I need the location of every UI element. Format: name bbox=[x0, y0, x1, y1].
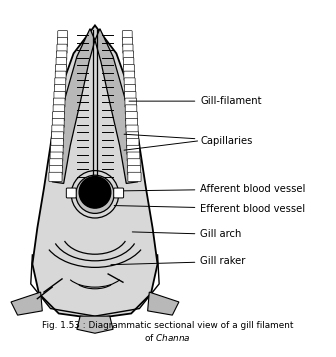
FancyBboxPatch shape bbox=[54, 91, 65, 101]
FancyBboxPatch shape bbox=[124, 71, 135, 80]
Polygon shape bbox=[32, 25, 158, 318]
FancyBboxPatch shape bbox=[127, 152, 140, 161]
FancyBboxPatch shape bbox=[49, 166, 62, 175]
Text: Gill arch: Gill arch bbox=[132, 230, 242, 240]
FancyBboxPatch shape bbox=[125, 91, 136, 101]
FancyBboxPatch shape bbox=[57, 44, 67, 54]
Text: Gill raker: Gill raker bbox=[111, 256, 246, 266]
FancyBboxPatch shape bbox=[127, 145, 139, 155]
Polygon shape bbox=[11, 292, 42, 315]
FancyBboxPatch shape bbox=[128, 172, 141, 181]
FancyBboxPatch shape bbox=[55, 78, 66, 87]
Text: Capillaries: Capillaries bbox=[124, 134, 253, 146]
Text: Fig. 1.53 : Diagrammatic sectional view of a gill filament: Fig. 1.53 : Diagrammatic sectional view … bbox=[42, 321, 293, 330]
FancyBboxPatch shape bbox=[50, 152, 63, 161]
FancyBboxPatch shape bbox=[52, 118, 64, 127]
Polygon shape bbox=[95, 29, 138, 183]
FancyBboxPatch shape bbox=[126, 118, 138, 127]
FancyBboxPatch shape bbox=[125, 112, 137, 121]
FancyBboxPatch shape bbox=[125, 105, 137, 114]
Text: Afferent blood vessel: Afferent blood vessel bbox=[114, 184, 306, 194]
FancyBboxPatch shape bbox=[53, 105, 65, 114]
FancyBboxPatch shape bbox=[124, 64, 134, 74]
FancyBboxPatch shape bbox=[122, 31, 132, 40]
FancyBboxPatch shape bbox=[66, 188, 76, 198]
FancyBboxPatch shape bbox=[126, 125, 138, 134]
Text: of $\it{Channa}$: of $\it{Channa}$ bbox=[144, 332, 191, 343]
FancyBboxPatch shape bbox=[128, 166, 141, 175]
FancyBboxPatch shape bbox=[54, 85, 66, 94]
Circle shape bbox=[81, 178, 110, 207]
FancyBboxPatch shape bbox=[114, 188, 124, 198]
FancyBboxPatch shape bbox=[50, 159, 62, 168]
Polygon shape bbox=[148, 292, 179, 315]
FancyBboxPatch shape bbox=[124, 85, 135, 94]
FancyBboxPatch shape bbox=[56, 64, 66, 74]
FancyBboxPatch shape bbox=[57, 37, 68, 47]
FancyBboxPatch shape bbox=[53, 112, 65, 121]
FancyBboxPatch shape bbox=[50, 145, 63, 155]
FancyBboxPatch shape bbox=[127, 139, 139, 148]
FancyBboxPatch shape bbox=[124, 78, 135, 87]
FancyBboxPatch shape bbox=[125, 98, 136, 107]
FancyBboxPatch shape bbox=[58, 31, 68, 40]
FancyBboxPatch shape bbox=[56, 57, 67, 67]
FancyBboxPatch shape bbox=[52, 125, 64, 134]
FancyBboxPatch shape bbox=[123, 57, 134, 67]
FancyBboxPatch shape bbox=[123, 37, 133, 47]
FancyBboxPatch shape bbox=[123, 44, 133, 54]
FancyBboxPatch shape bbox=[49, 172, 62, 181]
FancyBboxPatch shape bbox=[55, 71, 66, 80]
FancyBboxPatch shape bbox=[123, 51, 133, 60]
Text: Gill-filament: Gill-filament bbox=[129, 96, 262, 106]
FancyBboxPatch shape bbox=[53, 98, 65, 107]
Polygon shape bbox=[52, 29, 95, 183]
FancyBboxPatch shape bbox=[126, 132, 138, 141]
Circle shape bbox=[76, 175, 114, 213]
FancyBboxPatch shape bbox=[51, 132, 64, 141]
FancyBboxPatch shape bbox=[56, 51, 67, 60]
FancyBboxPatch shape bbox=[51, 139, 64, 148]
FancyBboxPatch shape bbox=[127, 159, 140, 168]
Polygon shape bbox=[77, 316, 113, 333]
Circle shape bbox=[79, 176, 111, 208]
Text: Efferent blood vessel: Efferent blood vessel bbox=[114, 204, 305, 214]
